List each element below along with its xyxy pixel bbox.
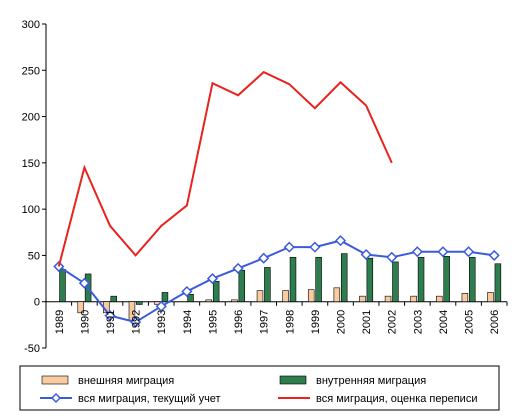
series-line-2 <box>58 239 495 324</box>
y-tick-label: -50 <box>24 343 40 355</box>
x-tick-label: 2006 <box>489 310 501 334</box>
series-point <box>155 300 167 312</box>
bar-external <box>256 290 264 303</box>
series-point <box>206 273 219 285</box>
x-tick-label: 1995 <box>207 310 219 334</box>
y-tick-label: 300 <box>22 19 40 31</box>
bar-internal <box>212 281 220 303</box>
bar-internal <box>417 256 425 303</box>
x-tick-label: 2003 <box>412 310 424 334</box>
x-tick-label: 1999 <box>310 310 322 334</box>
bar-external <box>436 295 443 303</box>
x-tick-label: 1993 <box>156 310 168 334</box>
series-point <box>334 235 347 247</box>
bar-internal <box>110 295 117 303</box>
bar-internal <box>315 256 322 303</box>
series-point <box>78 277 90 289</box>
bar-internal <box>443 256 450 303</box>
bar-internal <box>289 256 297 303</box>
legend-marker <box>50 392 62 404</box>
bar-internal <box>161 292 169 303</box>
y-tick-label: 50 <box>28 250 40 262</box>
y-tick-label: 250 <box>22 65 40 77</box>
bar-internal <box>187 294 194 303</box>
bar-internal <box>340 253 348 303</box>
chart-lines <box>53 70 500 328</box>
bar-internal <box>59 269 66 303</box>
bar-external <box>307 289 315 303</box>
x-tick-label: 1994 <box>182 310 194 334</box>
bar-external <box>359 295 366 303</box>
x-tick-label: 1990 <box>79 310 91 334</box>
bar-internal <box>136 301 143 305</box>
bar-external <box>410 295 417 303</box>
series-point <box>53 260 65 273</box>
series-point <box>488 249 500 261</box>
bar-external <box>77 301 84 314</box>
x-tick-label: 1996 <box>233 310 245 334</box>
x-tick-label: 1989 <box>54 310 66 334</box>
series-point <box>232 262 244 274</box>
legend-label: внешняя миграция <box>78 375 174 387</box>
bar-external <box>282 290 289 303</box>
series-point <box>437 246 449 258</box>
chart-axes: -50 0 50 100 150 200 250 300 <box>22 19 508 355</box>
x-tick-label: 1992 <box>131 310 143 334</box>
series-line-3 <box>57 70 393 267</box>
series-point <box>181 285 193 298</box>
x-tick-label: 2000 <box>336 310 348 334</box>
legend-swatch <box>279 375 307 385</box>
chart-legend: внешняя миграция внутренняя миграция вся м… <box>19 365 500 411</box>
bar-external <box>487 292 494 303</box>
bar-internal <box>392 261 399 303</box>
series-point <box>463 246 475 258</box>
series-point <box>104 310 116 322</box>
x-tick-label: 1997 <box>259 310 271 334</box>
x-tick-label: 2004 <box>438 310 450 334</box>
legend-label: вся миграция, текущий учет <box>78 393 221 405</box>
bar-internal <box>238 269 246 303</box>
series-point <box>411 246 423 258</box>
bar-external <box>205 299 213 303</box>
series-point <box>309 241 321 253</box>
x-tick-label: 2005 <box>464 310 476 334</box>
bar-external <box>461 293 469 303</box>
series-point <box>283 241 295 253</box>
bar-external <box>231 299 238 303</box>
x-tick-label: 1991 <box>105 310 117 334</box>
legend-label: вся миграция, оценка переписи <box>316 393 477 405</box>
y-tick-label: 150 <box>22 158 40 170</box>
legend-swatch <box>41 375 69 385</box>
series-point <box>386 251 398 263</box>
series-point <box>360 248 372 261</box>
bar-external <box>384 295 392 303</box>
legend-label: внутренняя миграция <box>316 375 426 387</box>
series-point <box>258 252 270 264</box>
y-tick-label: 200 <box>22 112 40 124</box>
legend-box <box>19 365 500 411</box>
y-tick-label: 100 <box>22 204 40 216</box>
bar-external <box>333 287 341 303</box>
chart-bars <box>59 253 502 321</box>
series-point <box>130 316 142 328</box>
x-tick-label: 2002 <box>387 310 399 334</box>
x-tick-labels: 1989 1990 1991 1992 1993 1994 1995 1996 1997 1998… <box>54 310 501 334</box>
x-tick-label: 1998 <box>284 310 296 334</box>
x-tick-label: 2001 <box>361 310 373 334</box>
bar-internal <box>494 263 502 303</box>
bar-internal <box>469 256 476 303</box>
y-tick-label: 0 <box>34 297 40 309</box>
bar-internal <box>264 267 271 303</box>
bar-internal <box>366 257 374 303</box>
